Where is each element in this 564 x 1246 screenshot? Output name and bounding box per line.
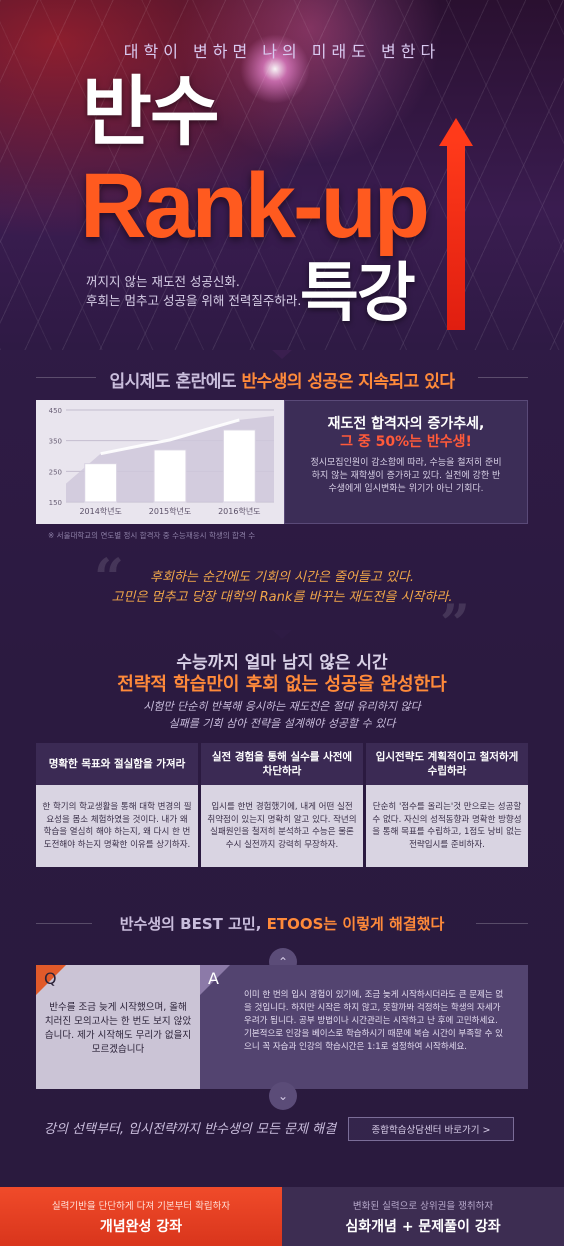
quote-line2: 고민은 멈추고 당장 대학의 Rank를 바꾸는 재도전을 시작하라. [111, 590, 453, 605]
strategy-sub-line1: 시험만 단순히 반복해 응시하는 재도전은 절대 유리하지 않다 [143, 700, 421, 713]
hero-title-line1: 반수 [82, 67, 220, 156]
trend-chart-svg: 150 250 350 450 2014학년도 2015학년도 2016학년도 [49, 407, 274, 516]
tab-concept-course[interactable]: 실력기반을 단단하게 다져 기본부터 확립하자 개념완성 강좌 [0, 1187, 282, 1246]
strategy-heading2: 전략적 학습만이 후회 없는 성공을 완성한다 [117, 674, 447, 695]
y-tick-label: 450 [49, 407, 62, 415]
hero-title-line3: 특강 [300, 257, 416, 331]
x-tick-label: 2014학년도 [79, 506, 121, 516]
hero-title-line2: Rank-up [80, 155, 430, 257]
answer-card: A 이미 한 번의 입시 경험이 있기에, 조금 늦게 시작하시더라도 큰 문제… [200, 965, 528, 1089]
strategy-sub-line2: 실패를 기회 삼아 전략을 설계해야 성공할 수 있다 [168, 717, 396, 730]
x-tick-label: 2016학년도 [218, 506, 260, 516]
qa-heading-highlight: ETOOS는 이렇게 해결했다 [266, 915, 445, 933]
strategy-column: 명확한 목표와 절실함을 가져라 한 학기의 학교생활을 통해 대학 변경의 필… [36, 743, 198, 867]
hero-subtitle-line1: 꺼지지 않는 재도전 성공신화. [86, 274, 240, 289]
y-tick-label: 150 [49, 499, 62, 507]
trend-heading: 입시제도 혼란에도 반수생의 성공은 지속되고 있다 [0, 367, 564, 392]
tab-title: 개념완성 강좌 [99, 1219, 183, 1235]
question-card: Q 반수를 조금 늦게 시작했으며, 올해 치러진 모의고사는 한 번도 보지 … [36, 965, 200, 1089]
strategy-column-head: 입시전략도 계획적이고 철저하게 수립하라 [366, 743, 528, 785]
hero-banner: 대학이 변하면 나의 미래도 변한다 반수 Rank-up 특강 꺼지지 않는 … [0, 0, 564, 350]
y-tick-label: 350 [49, 438, 62, 446]
strategy-column-head: 실전 경험을 통해 실수를 사전에 차단하라 [201, 743, 363, 785]
hero-subtitle: 꺼지지 않는 재도전 성공신화. 후회는 멈추고 성공을 위해 전력질주하라. [86, 272, 301, 310]
chart-footnote: ※ 서울대학교의 연도별 정시 합격자 중 수능재응시 학생의 합격 수 [48, 531, 256, 540]
strategy-column-head: 명확한 목표와 절실함을 가져라 [36, 743, 198, 785]
strategy-subtext: 시험만 단순히 반복해 응시하는 재도전은 절대 유리하지 않다 실패를 기회 … [0, 698, 564, 732]
strategy-column: 실전 경험을 통해 실수를 사전에 차단하라 입시를 한번 경험했기에, 내게 … [201, 743, 363, 867]
answer-corner-icon [200, 965, 230, 995]
consult-center-button[interactable]: 종합학습상담센터 바로가기 > [348, 1117, 514, 1141]
open-quote-mark: “ [94, 548, 124, 609]
bar [84, 463, 118, 503]
trend-heading-highlight: 반수생의 성공은 지속되고 있다 [241, 372, 455, 392]
heading-rule-right [476, 923, 528, 924]
tab-subtitle: 실력기반을 단단하게 다져 기본부터 확립하자 [51, 1201, 231, 1212]
question-corner-icon [36, 965, 66, 995]
bar [153, 449, 187, 503]
tab-title: 심화개념 + 문제풀이 강좌 [345, 1219, 501, 1235]
section-divider-arrow [272, 630, 292, 639]
stat-highlight: 그 중 50%는 반수생! [340, 434, 472, 450]
close-quote-mark: ” [440, 594, 470, 655]
heading-rule-left [36, 923, 92, 924]
strategy-column-body: 입시를 한번 경험했기에, 내게 어떤 실전 취약점이 있는지 명확히 알고 있… [201, 785, 363, 867]
answer-text: 이미 한 번의 입시 경험이 있기에, 조금 늦게 시작하시더라도 큰 문제는 … [244, 990, 504, 1052]
strategy-column-body: 한 학기의 학교생활을 통해 대학 변경의 필요성을 몸소 체험하였을 것이다.… [36, 785, 198, 867]
heading-rule-right [478, 377, 528, 378]
qa-heading-prefix: 반수생의 BEST 고민, [119, 915, 267, 933]
x-tick-label: 2015학년도 [149, 506, 191, 516]
strategy-heading1: 수능까지 얼마 남지 않은 시간 [176, 653, 388, 673]
quote-line1: 후회하는 순간에도 기회의 시간은 줄어들고 있다. [150, 570, 414, 585]
rank-up-arrow-shaft [447, 140, 465, 330]
question-text: 반수를 조금 늦게 시작했으며, 올해 치러진 모의고사는 한 번도 보지 않았… [44, 1002, 192, 1055]
trend-chart: 150 250 350 450 2014학년도 2015학년도 2016학년도 [36, 400, 284, 524]
trend-heading-prefix: 입시제도 혼란에도 [109, 372, 242, 392]
trend-line [100, 418, 240, 456]
stat-title: 재도전 합격자의 증가추세, [327, 416, 485, 432]
bar [222, 429, 256, 503]
scroll-down-button[interactable]: ⌄ [269, 1082, 297, 1110]
hero-subtitle-line2: 후회는 멈추고 성공을 위해 전력질주하라. [86, 293, 302, 308]
tab-subtitle: 변화된 실력으로 상위권을 쟁취하자 [352, 1201, 494, 1212]
strategy-column-body: 단순히 '점수를 올리는'것 만으로는 성공할 수 없다. 자신의 성적동향과 … [366, 785, 528, 867]
hero-tagline: 대학이 변하면 나의 미래도 변한다 [123, 42, 441, 61]
quote-block: 후회하는 순간에도 기회의 시간은 줄어들고 있다. 고민은 멈추고 당장 대학… [0, 568, 564, 608]
trend-stat-box: 재도전 합격자의 증가추세, 그 중 50%는 반수생! 정시모집인원이 감소함… [284, 400, 528, 524]
answer-letter: A [208, 969, 219, 988]
stat-body: 정시모집인원이 감소함에 따라, 수능을 철저히 준비하지 않는 재학생이 증가… [310, 458, 502, 494]
section-divider-arrow [272, 350, 292, 359]
qa-heading: 반수생의 BEST 고민, ETOOS는 이렇게 해결했다 [0, 913, 564, 934]
tab-advanced-course[interactable]: 변화된 실력으로 상위권을 쟁취하자 심화개념 + 문제풀이 강좌 [282, 1187, 564, 1246]
strategy-column: 입시전략도 계획적이고 철저하게 수립하라 단순히 '점수를 올리는'것 만으로… [366, 743, 528, 867]
y-tick-label: 250 [49, 468, 62, 476]
footer-tagline: 강의 선택부터, 입시전략까지 반수생의 모든 문제 해결 [44, 1122, 337, 1137]
light-glow-decoration [240, 34, 310, 104]
question-letter: Q [44, 969, 57, 988]
heading-rule-left [36, 377, 96, 378]
